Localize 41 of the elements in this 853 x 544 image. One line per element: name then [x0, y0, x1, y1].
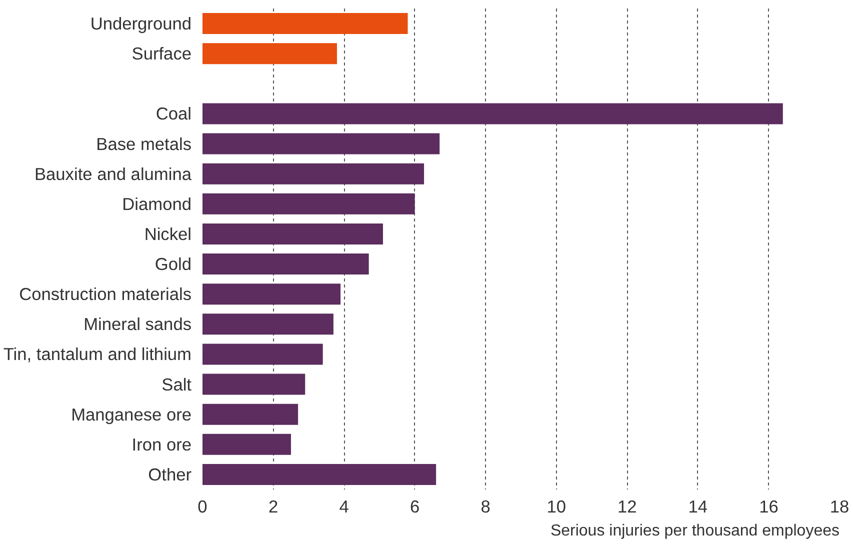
bar	[202, 314, 334, 335]
x-tick-label: 14	[688, 496, 708, 516]
y-tick-label: Mineral sands	[84, 314, 192, 334]
y-tick-label: Manganese ore	[71, 404, 192, 424]
bar	[202, 434, 291, 455]
y-tick-label: Nickel	[144, 224, 192, 244]
x-tick-label: 6	[410, 496, 420, 516]
bar	[202, 43, 337, 64]
y-tick-label: Coal	[156, 104, 192, 124]
y-tick-label: Base metals	[96, 134, 192, 154]
y-tick-label: Construction materials	[19, 284, 192, 304]
y-tick-label: Diamond	[122, 194, 192, 214]
y-tick-label: Surface	[132, 44, 192, 64]
bar	[202, 374, 306, 395]
bar	[202, 193, 415, 214]
x-tick-label: 16	[759, 496, 778, 516]
y-tick-label: Salt	[162, 374, 192, 394]
bar	[202, 284, 341, 305]
bar	[202, 163, 424, 184]
bar	[202, 13, 408, 34]
x-tick-label: 2	[268, 496, 278, 516]
bar	[202, 133, 440, 154]
x-tick-label: 12	[618, 496, 637, 516]
x-axis-title: Serious injuries per thousand employees	[550, 522, 840, 540]
bar	[202, 223, 383, 244]
x-tick-label: 4	[339, 496, 350, 516]
y-tick-label: Bauxite and alumina	[34, 164, 192, 184]
y-tick-label: Iron ore	[132, 434, 192, 454]
x-tick-label: 0	[198, 496, 208, 516]
bar	[202, 464, 436, 485]
y-tick-label: Underground	[90, 14, 192, 34]
y-tick-label: Tin, tantalum and lithium	[3, 344, 192, 364]
x-tick-label: 18	[830, 496, 850, 516]
x-tick-label: 10	[546, 496, 566, 516]
bar	[202, 254, 369, 275]
bar	[202, 404, 298, 425]
bar	[202, 344, 323, 365]
x-tick-label: 8	[480, 496, 490, 516]
y-tick-label: Other	[148, 464, 192, 484]
y-tick-label: Gold	[154, 254, 192, 274]
bar	[202, 103, 783, 124]
